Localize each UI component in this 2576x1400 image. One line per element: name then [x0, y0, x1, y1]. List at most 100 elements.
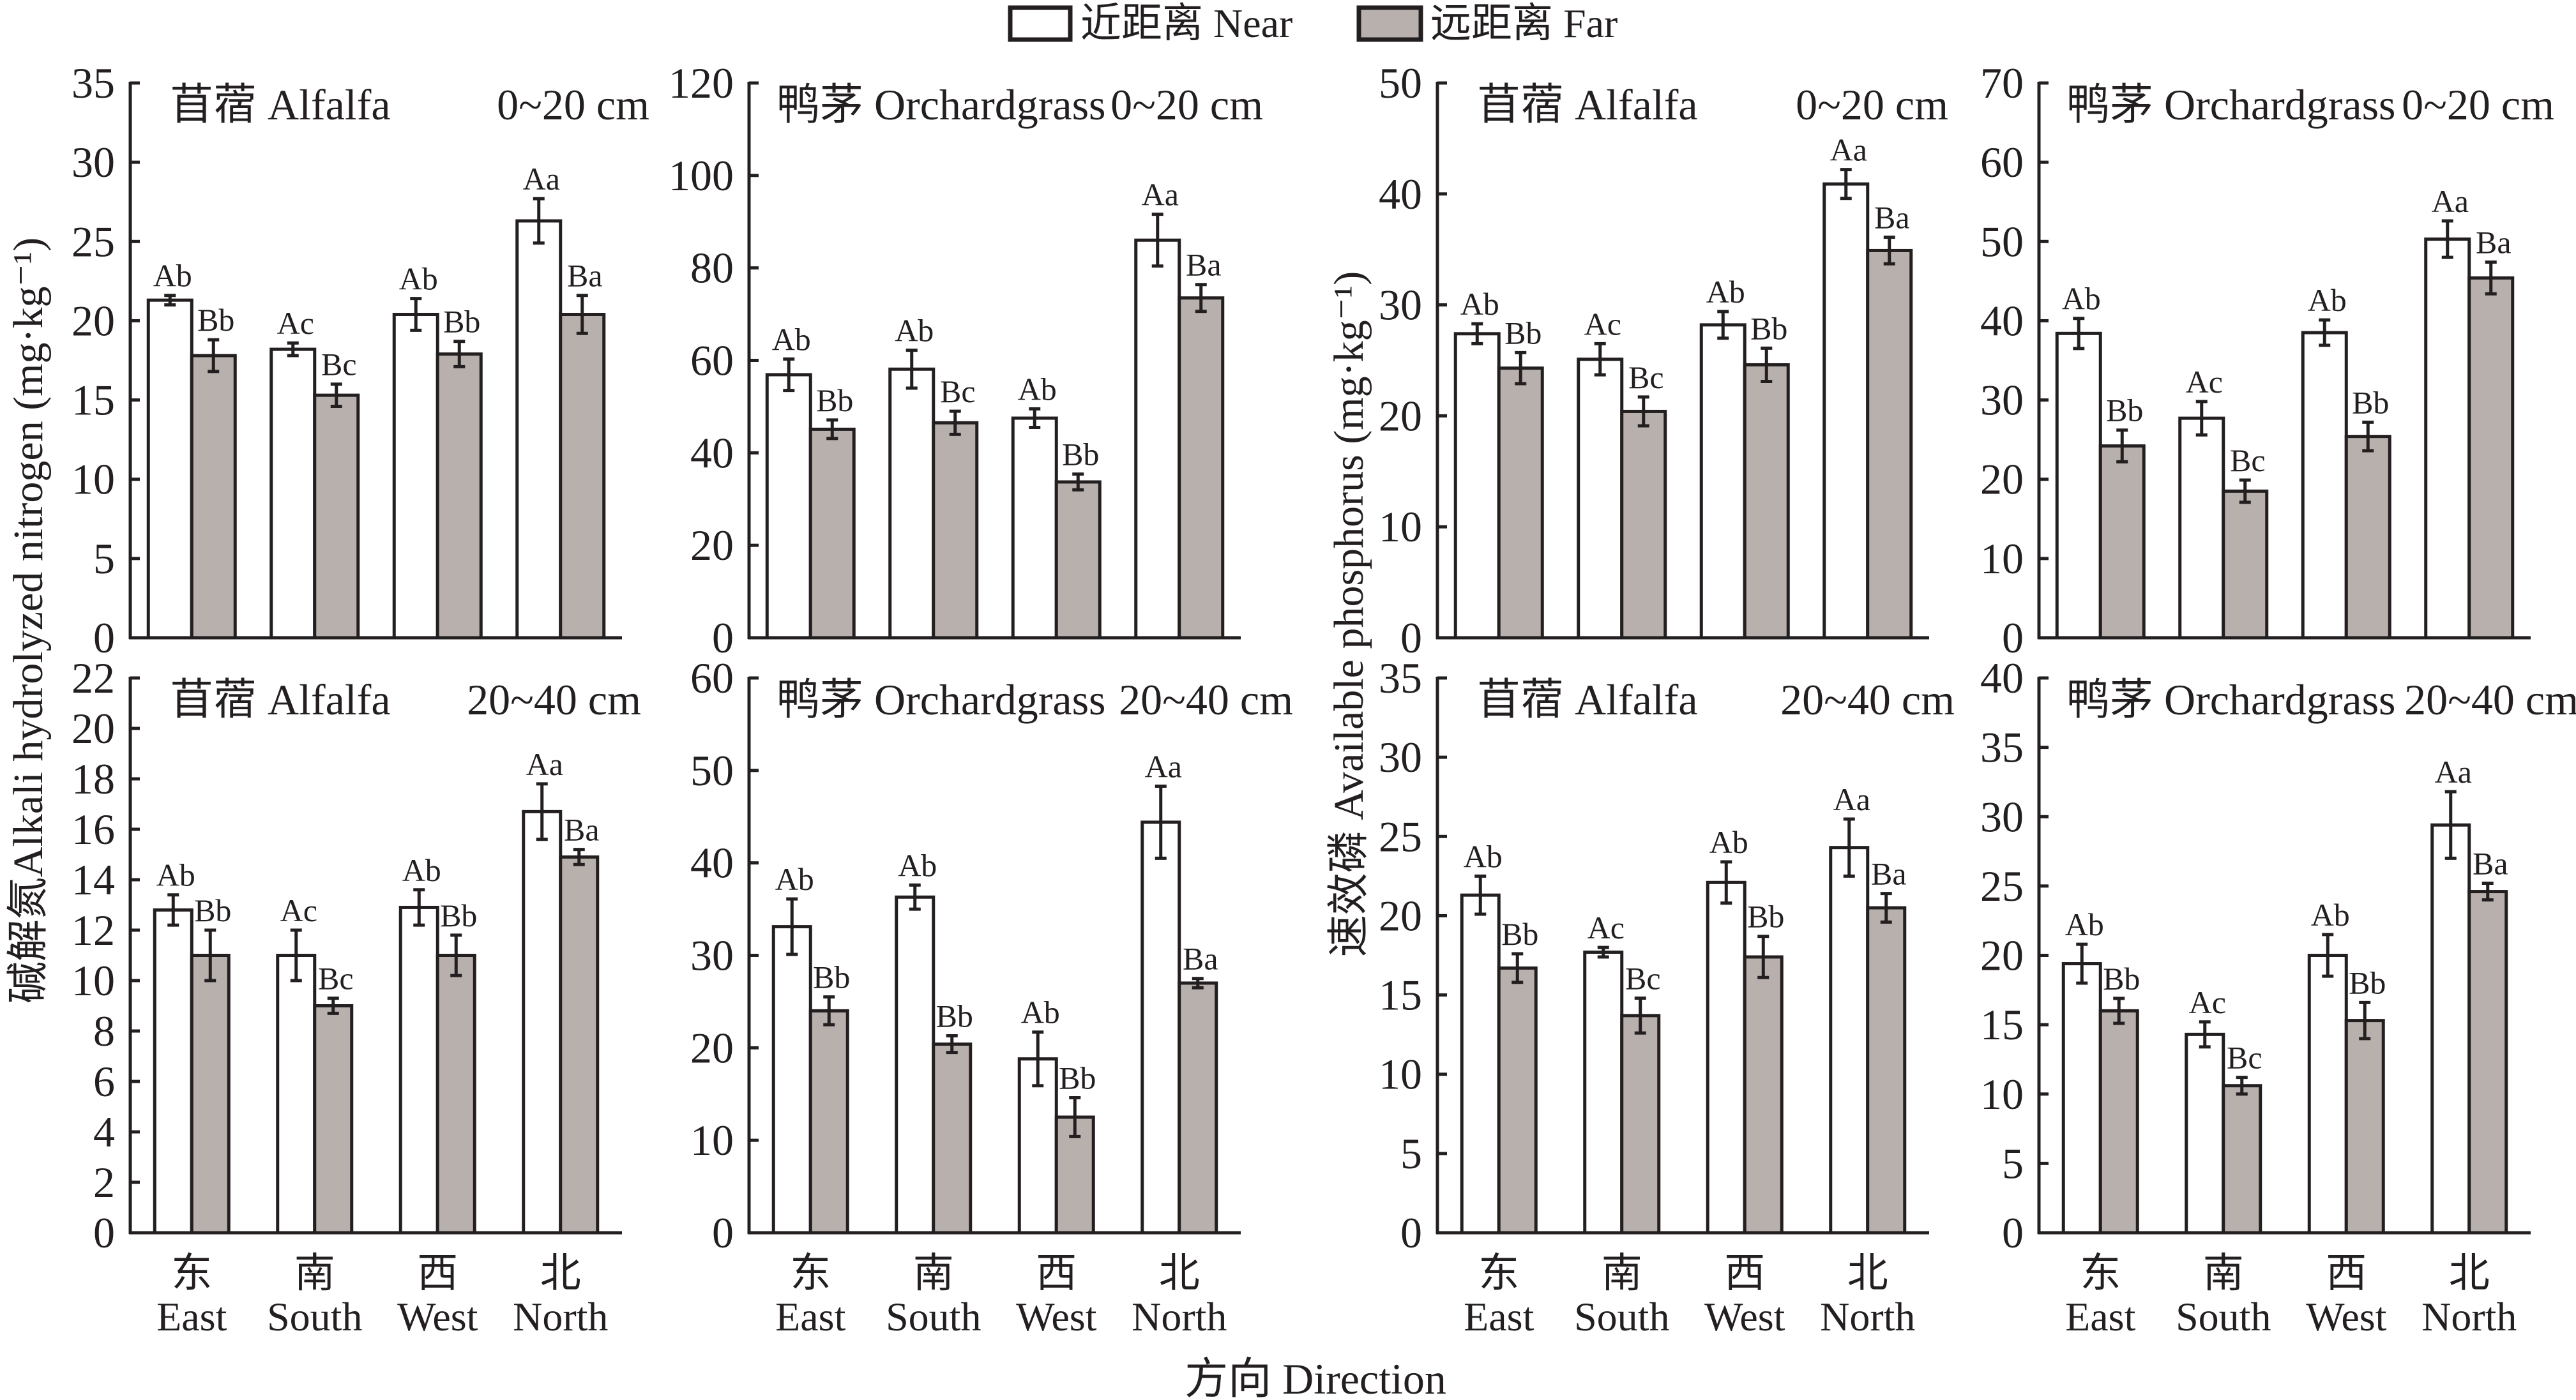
significance-letter-near: Ab [772, 321, 811, 357]
x-tick-label-en: West [397, 1294, 478, 1339]
x-tick-label-en: South [2176, 1294, 2271, 1339]
x-tick-label-en: East [156, 1294, 227, 1339]
error-bar-near [1843, 817, 1855, 878]
significance-letter-near: Ab [402, 852, 441, 888]
bar-near-north [2424, 237, 2471, 640]
significance-letter-near: Aa [1833, 781, 1870, 817]
bar-near-south [895, 895, 936, 1235]
x-tick-label-en: East [775, 1294, 845, 1339]
significance-letter-near: Aa [1145, 748, 1182, 784]
y-tick-label: 30 [72, 138, 115, 186]
error-bar-near [905, 349, 918, 390]
error-bar-far [330, 382, 342, 409]
significance-letter-far: Bb [1059, 1060, 1096, 1096]
significance-letter-near: Ab [1018, 372, 1057, 407]
bar-near-north [1140, 820, 1181, 1235]
bar-far-east [190, 954, 231, 1235]
error-bar-near [1597, 945, 1609, 959]
bar-near-west [2307, 954, 2348, 1235]
bar-far-south [2222, 489, 2269, 640]
y-tick-label: 30 [1379, 733, 1422, 781]
y-tick-label: 12 [72, 906, 115, 954]
significance-letter-near: Aa [523, 161, 560, 197]
error-bar-near [909, 883, 921, 911]
y-tick-label: 16 [72, 805, 115, 854]
significance-letter-far: Bb [194, 892, 231, 928]
significance-letter-near: Ab [2065, 907, 2104, 942]
error-bar-far [946, 1034, 958, 1055]
y-tick-label: 20 [72, 296, 115, 345]
bar-near-south [2178, 416, 2225, 640]
panel-title: 鸭茅 Orchardgrass [777, 675, 1106, 724]
y-tick-label: 14 [72, 855, 115, 904]
y-tick-label: 50 [1980, 217, 2024, 266]
significance-letter-near: Ab [898, 847, 937, 883]
significance-letter-near: Ac [280, 892, 317, 928]
y-tick-label: 20 [1379, 891, 1422, 940]
significance-letter-far: Ba [564, 812, 600, 848]
error-bar-far [826, 418, 838, 440]
x-tick-label-zh: 东 [2080, 1251, 2121, 1296]
x-tick-label-en: West [1016, 1294, 1097, 1339]
significance-letter-near: Aa [526, 746, 563, 782]
y-tick-label: 0 [712, 613, 734, 662]
error-bar-far [823, 995, 835, 1027]
panel-title: 苜蓿 Alfalfa [170, 675, 391, 724]
error-bar-near [2319, 318, 2331, 347]
x-tick-label-zh: 北 [2449, 1251, 2490, 1296]
bar-near-south [2185, 1032, 2225, 1235]
significance-letter-near: Ab [895, 313, 934, 349]
significance-letter-far: Bc [2227, 1040, 2262, 1076]
error-bar-far [1634, 997, 1646, 1035]
significance-letter-far: Ba [1871, 856, 1907, 892]
x-tick-label-en: South [1574, 1294, 1669, 1339]
error-bar-far [1192, 977, 1204, 990]
y-tick-label: 70 [1980, 59, 2024, 107]
panel-5: AbBb东EastAcBc南SouthAbBb西WestAaBa北North02… [72, 654, 641, 1339]
panel-depth-label: 20~40 cm [467, 675, 641, 724]
error-bar-near [1471, 322, 1483, 345]
bar-group-west: Ab Bb [2301, 282, 2391, 640]
error-bar-far [1069, 1096, 1081, 1138]
error-bar-near [2195, 400, 2208, 437]
bar-far-north [2467, 276, 2515, 640]
bar-near-south [269, 347, 317, 640]
panel-depth-label: 20~40 cm [1119, 675, 1293, 724]
error-bar-far [1757, 935, 1769, 979]
error-bar-far [573, 848, 585, 866]
bar-group-west: Ab Bb [2307, 897, 2386, 1235]
panel-depth-label: 0~20 cm [2402, 80, 2554, 129]
panel-title: 鸭茅 Orchardgrass [777, 80, 1106, 129]
error-bar-near [2441, 219, 2453, 259]
x-tick-label-en: East [2065, 1294, 2135, 1339]
significance-letter-far: Bb [197, 302, 234, 338]
x-tick-label-zh: 西 [1724, 1251, 1765, 1296]
panel-title: 苜蓿 Alfalfa [1477, 80, 1698, 129]
bar-near-east [146, 298, 193, 640]
y-tick-label: 0 [93, 613, 115, 662]
bar-group-south: Ac Bc [2178, 364, 2269, 640]
y-tick-label: 25 [1980, 862, 2024, 910]
error-bar-near [1594, 342, 1606, 377]
y-tick-label: 35 [1379, 654, 1422, 702]
bar-near-south [1577, 358, 1624, 640]
significance-letter-near: Aa [2432, 183, 2469, 219]
significance-letter-far: Bb [816, 382, 853, 418]
bar-near-south [276, 954, 317, 1235]
y-tick-label: 35 [72, 59, 115, 107]
bar-near-east [1453, 332, 1501, 640]
bar-group-north: Aa Ba [1829, 781, 1907, 1235]
y-tick-label: 60 [690, 654, 734, 702]
error-bar-far [949, 409, 961, 436]
y-tick-label: 0 [2002, 613, 2024, 662]
y-tick-label: 60 [690, 336, 734, 385]
error-bar-far [1515, 350, 1527, 386]
bar-far-east [1497, 966, 1538, 1235]
